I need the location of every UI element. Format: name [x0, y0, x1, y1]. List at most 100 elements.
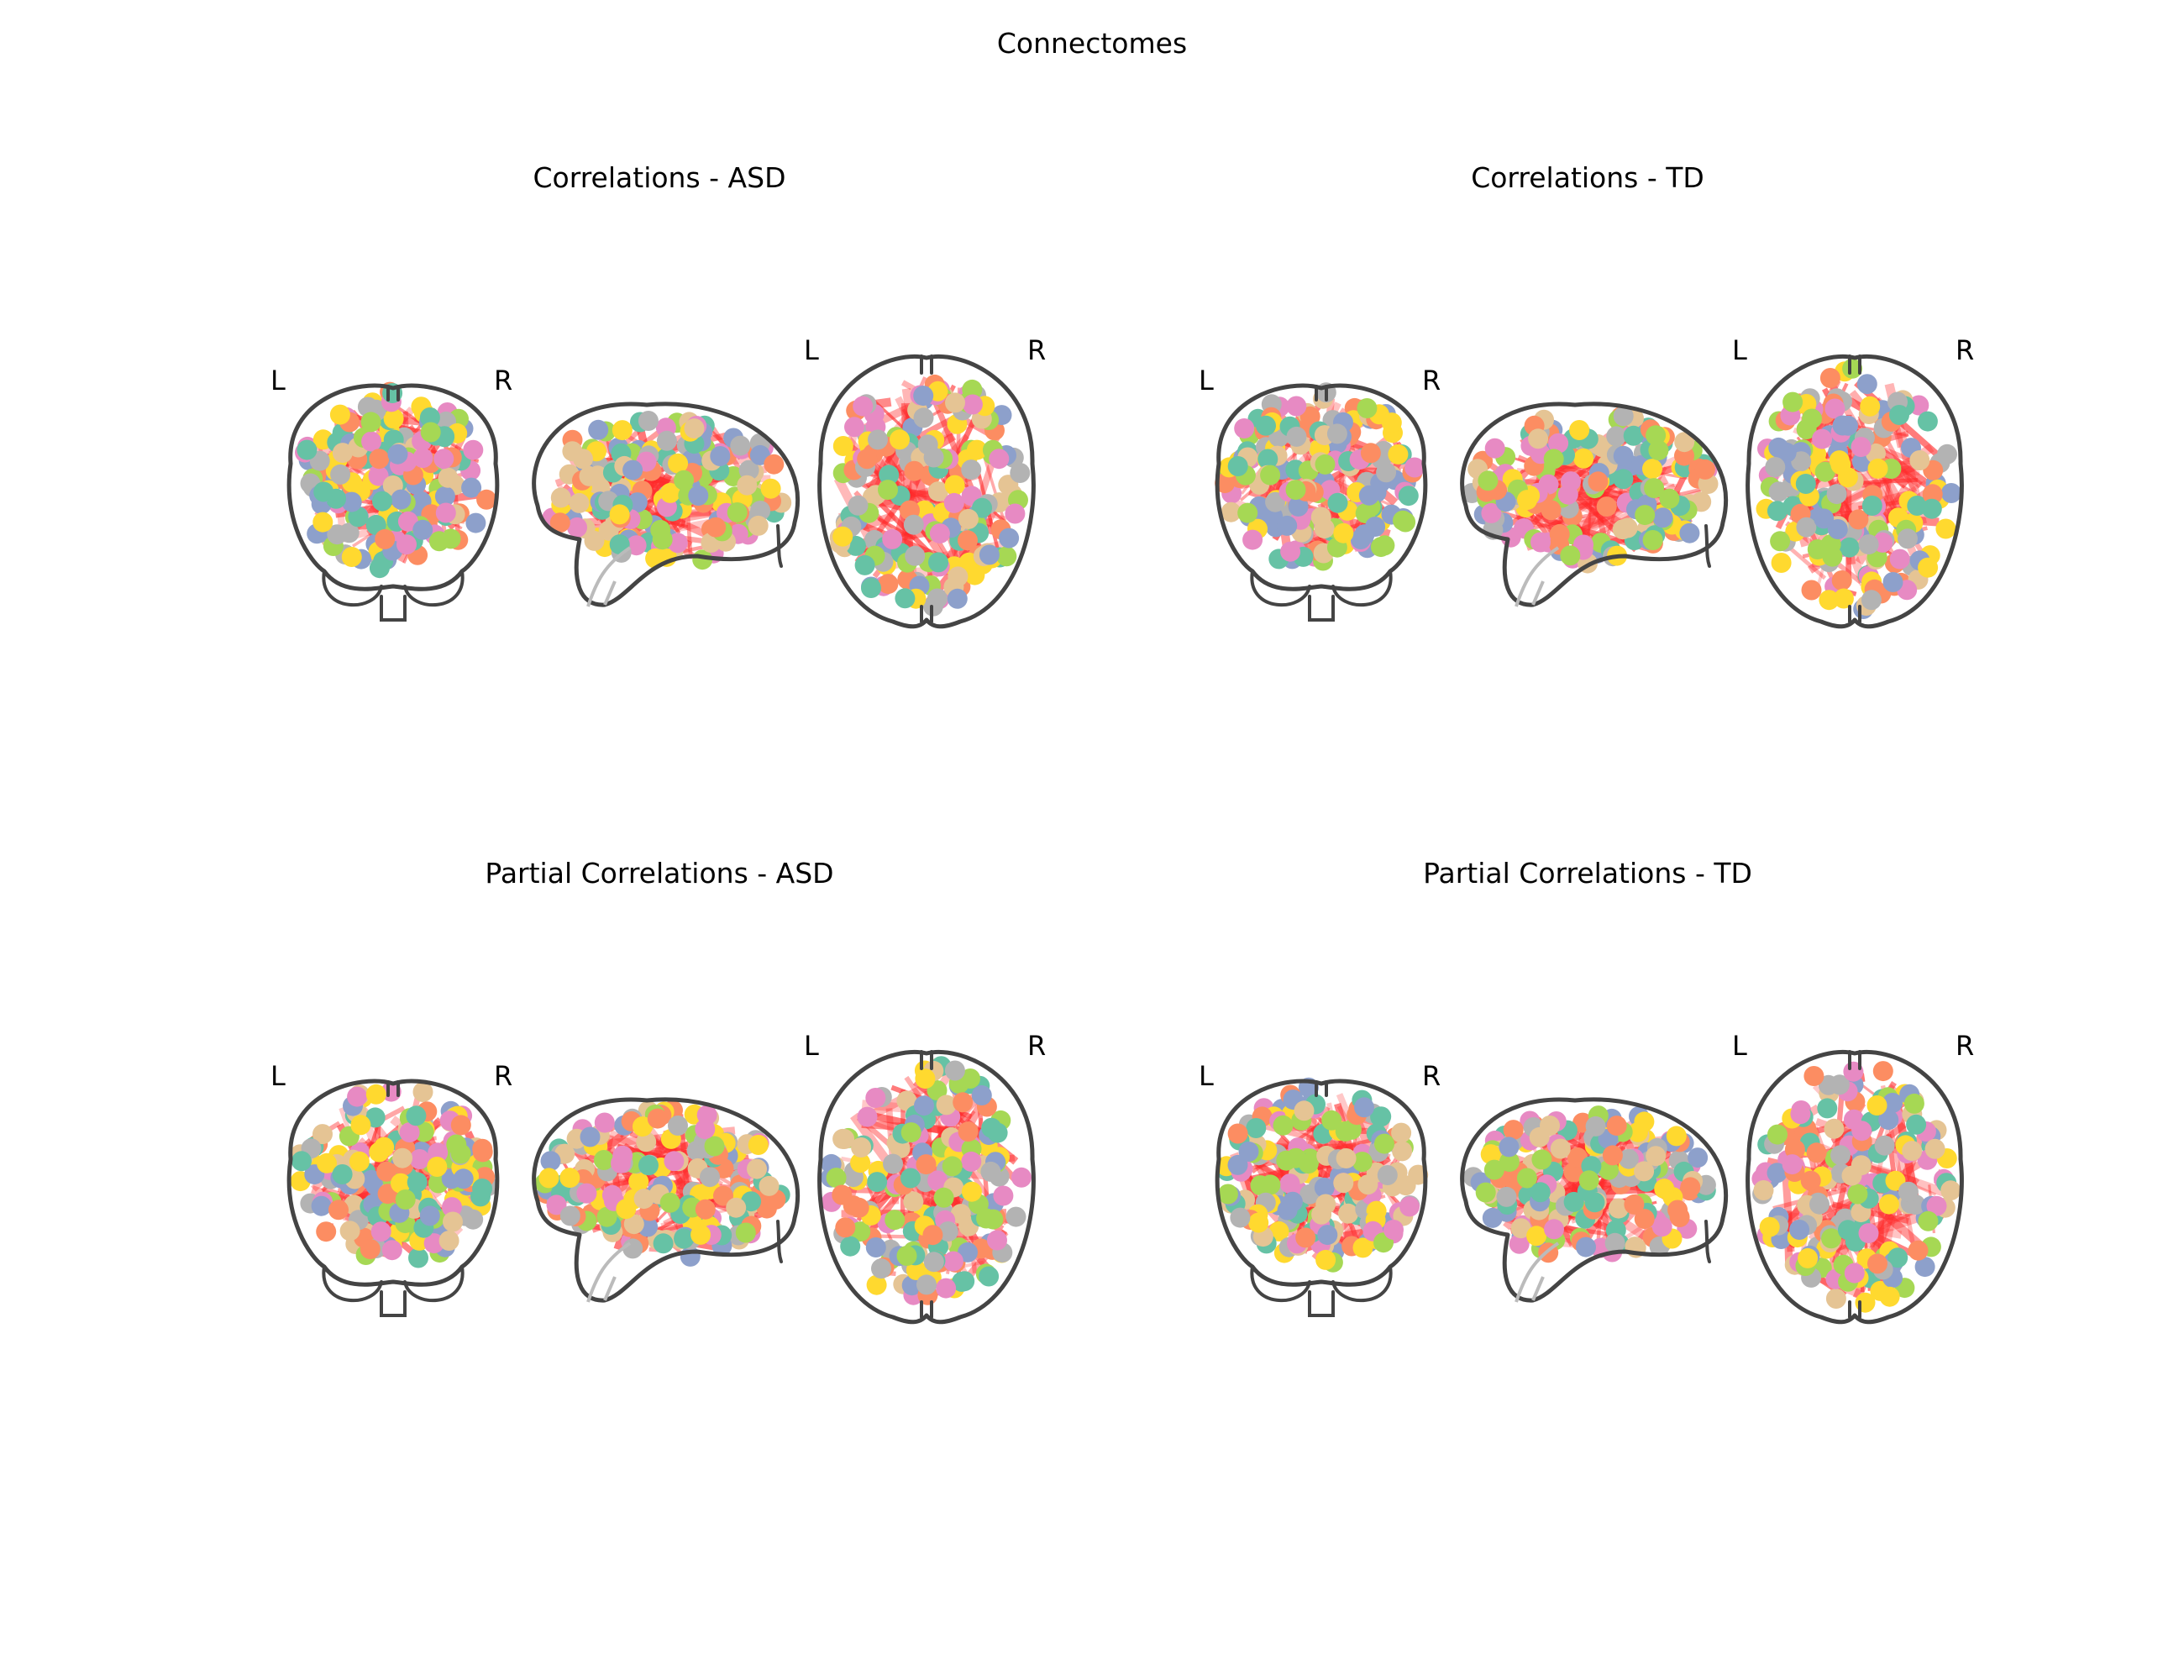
brain-outline	[1746, 354, 1964, 629]
region-node	[369, 449, 390, 470]
region-node	[659, 1192, 680, 1213]
region-node	[1398, 486, 1419, 507]
region-node	[450, 1115, 471, 1136]
region-node	[1569, 420, 1590, 440]
region-node	[1882, 572, 1903, 592]
region-node	[916, 1274, 937, 1295]
region-node	[962, 394, 983, 415]
region-node	[1528, 428, 1549, 449]
region-node	[1646, 1146, 1667, 1167]
region-node	[1604, 1232, 1625, 1253]
view-sagittal	[1460, 1097, 1729, 1303]
region-node	[1596, 496, 1617, 517]
region-node	[987, 1230, 1007, 1251]
region-node	[695, 1119, 716, 1140]
panel-title: Partial Correlations - ASD	[485, 857, 834, 890]
region-node	[1833, 588, 1854, 609]
brain-outline-path	[286, 1079, 500, 1287]
region-node	[1814, 461, 1835, 482]
region-node	[1651, 1216, 1672, 1237]
panel-title: Partial Correlations - TD	[1423, 857, 1752, 890]
region-node	[999, 528, 1020, 549]
region-node	[1940, 1180, 1961, 1201]
region-node	[332, 1164, 353, 1184]
region-node	[633, 1189, 654, 1210]
region-node	[958, 1242, 978, 1263]
region-node	[594, 1112, 615, 1133]
region-node	[903, 514, 924, 535]
region-node	[883, 1153, 903, 1174]
region-node	[435, 502, 456, 523]
region-node	[1801, 580, 1822, 601]
region-node	[1227, 456, 1248, 476]
region-node	[1642, 530, 1663, 550]
region-node	[562, 441, 583, 462]
region-node	[316, 1221, 337, 1242]
region-node	[327, 524, 348, 545]
region-node	[730, 435, 751, 456]
view-sagittal	[1460, 402, 1729, 607]
region-node	[647, 1108, 668, 1129]
region-node	[376, 1161, 397, 1182]
region-node	[710, 446, 731, 466]
right-hemisphere-label: R	[1422, 1060, 1441, 1092]
region-node	[450, 1143, 471, 1164]
brain-outline	[817, 1049, 1036, 1325]
region-node	[433, 449, 454, 470]
region-node	[867, 1172, 888, 1193]
region-node	[1848, 509, 1869, 530]
region-node	[1824, 398, 1845, 419]
region-node	[1819, 590, 1840, 611]
glass-brain-views: L RL R	[1199, 1030, 1974, 1325]
region-node	[612, 1145, 633, 1166]
region-node	[760, 478, 781, 499]
region-node	[1478, 470, 1499, 491]
region-node	[1371, 1106, 1392, 1127]
region-node	[1531, 1149, 1552, 1170]
region-node	[895, 588, 916, 609]
region-node	[317, 1152, 337, 1173]
region-node	[854, 554, 875, 575]
region-nodes	[1756, 358, 1961, 619]
region-node	[1279, 1173, 1300, 1194]
region-node	[360, 412, 381, 433]
region-node	[540, 1151, 561, 1172]
region-node	[1796, 517, 1817, 538]
region-node	[704, 1136, 725, 1157]
region-node	[1809, 1194, 1830, 1215]
region-node	[1260, 465, 1281, 486]
region-node	[1544, 1219, 1564, 1240]
region-node	[347, 1086, 368, 1107]
region-node	[1635, 505, 1656, 526]
left-hemisphere-label: L	[804, 334, 819, 366]
region-node	[1902, 1141, 1923, 1162]
right-hemisphere-label: R	[494, 1060, 512, 1092]
brain-outline	[1215, 1079, 1428, 1317]
region-node	[1644, 478, 1665, 499]
region-node	[1221, 501, 1242, 522]
region-node	[370, 1221, 391, 1242]
region-node	[1666, 1126, 1687, 1147]
region-node	[1588, 471, 1609, 492]
region-node	[1634, 1111, 1655, 1132]
left-hemisphere-label: L	[1199, 1060, 1214, 1092]
region-node	[1879, 1286, 1900, 1307]
region-node	[1652, 507, 1673, 528]
left-hemisphere-label: L	[1732, 334, 1747, 366]
region-node	[1613, 445, 1634, 466]
region-node	[406, 1105, 427, 1126]
brain-outline-path	[1746, 1049, 1964, 1325]
region-node	[1310, 507, 1331, 528]
region-node	[1606, 426, 1627, 447]
region-node	[971, 1085, 992, 1105]
region-node	[735, 1222, 756, 1243]
region-node	[1903, 1093, 1924, 1114]
region-node	[834, 1129, 855, 1149]
region-nodes	[829, 374, 1031, 617]
region-node	[341, 547, 362, 567]
region-node	[1360, 443, 1381, 464]
region-node	[882, 528, 903, 549]
brain-outline	[1460, 1097, 1729, 1303]
